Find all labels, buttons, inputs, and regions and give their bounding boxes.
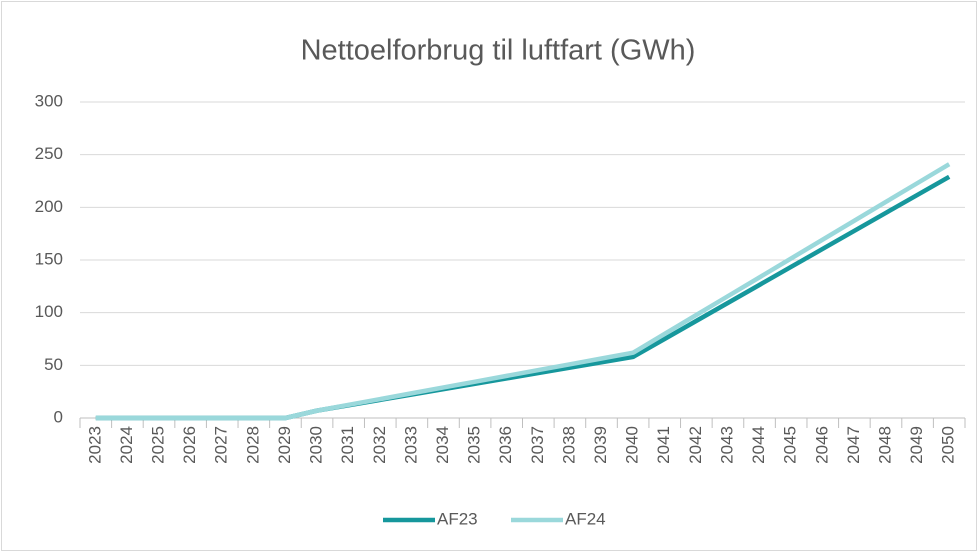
x-tick-label: 2026 <box>180 426 199 464</box>
x-tick-label: 2050 <box>939 426 958 464</box>
x-tick-label: 2023 <box>85 426 104 464</box>
y-tick-label: 300 <box>35 91 63 110</box>
x-tick-label: 2045 <box>781 426 800 464</box>
chart-title: Nettoelforbrug til luftfart (GWh) <box>301 35 696 67</box>
y-tick-label: 50 <box>44 355 63 374</box>
x-tick-label: 2029 <box>275 426 294 464</box>
x-tick-label: 2038 <box>559 426 578 464</box>
x-tick-label: 2042 <box>686 426 705 464</box>
y-tick-label: 150 <box>35 249 63 268</box>
x-tick-label: 2032 <box>370 426 389 464</box>
x-tick-label: 2027 <box>212 426 231 464</box>
x-tick-label: 2024 <box>117 426 136 464</box>
y-tick-label: 200 <box>35 197 63 216</box>
y-tick-label: 0 <box>54 407 63 426</box>
x-tick-label: 2031 <box>338 426 357 464</box>
x-tick-label: 2034 <box>433 426 452 464</box>
x-tick-label: 2037 <box>528 426 547 464</box>
x-tick-label: 2036 <box>496 426 515 464</box>
x-tick-label: 2028 <box>243 426 262 464</box>
y-tick-label: 100 <box>35 302 63 321</box>
x-tick-label: 2048 <box>875 426 894 464</box>
x-tick-label: 2047 <box>844 426 863 464</box>
x-tick-label: 2030 <box>307 426 326 464</box>
x-tick-label: 2044 <box>749 426 768 464</box>
legend-label: AF24 <box>565 509 606 528</box>
x-tick-label: 2046 <box>812 426 831 464</box>
x-tick-label: 2039 <box>591 426 610 464</box>
legend-label: AF23 <box>437 509 478 528</box>
line-series <box>95 162 951 421</box>
x-tick-label: 2043 <box>717 426 736 464</box>
y-tick-label: 250 <box>35 144 63 163</box>
x-tick-label: 2041 <box>654 426 673 464</box>
x-tick-label: 2049 <box>907 426 926 464</box>
x-tick-label: 2025 <box>149 426 168 464</box>
x-tick-label: 2033 <box>401 426 420 464</box>
x-tick-label: 2035 <box>465 426 484 464</box>
x-tick-label: 2040 <box>623 426 642 464</box>
